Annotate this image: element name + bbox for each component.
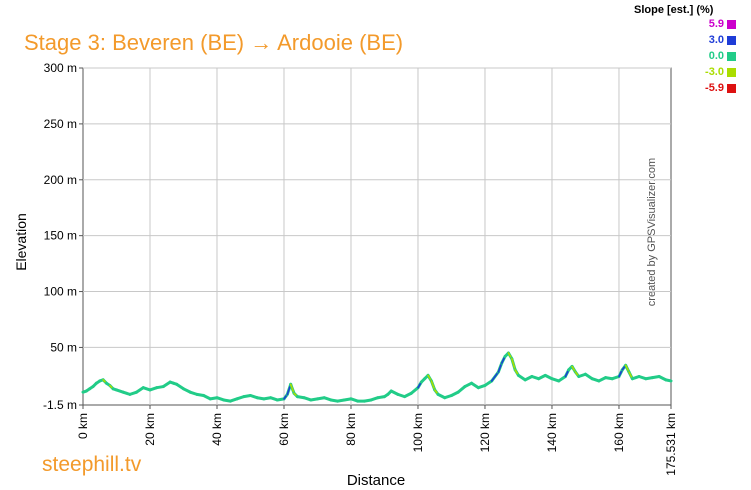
x-tick-label: 120 km [478,413,492,452]
y-tick-label: 250 m [44,117,77,131]
legend-swatch [727,52,736,61]
profile-segment [510,357,516,371]
legend-item-label: 3.0 [708,34,724,46]
x-tick-label: 20 km [143,413,157,446]
profile-segment [497,362,503,373]
profile-segment [289,383,295,395]
legend-item-label: -5.9 [705,82,724,94]
y-tick-label: 100 m [44,285,77,299]
y-tick-label: 50 m [50,340,77,354]
elevation-profile [81,351,673,403]
x-tick-label: 40 km [210,413,224,446]
x-tick-label: 0 km [76,413,90,439]
x-tick-label: 80 km [344,413,358,446]
x-tick-label: 100 km [411,413,425,452]
legend-swatch [727,68,736,77]
y-axis-label: Elevation [13,213,29,271]
x-tick-label: 160 km [612,413,626,452]
site-watermark: steephill.tv [42,453,142,476]
chart-title: Stage 3: Beveren (BE) → Ardooie (BE) [24,30,404,55]
y-tick-label: 300 m [44,61,77,75]
legend-item: -5.9 [696,82,736,95]
y-tick-label: -1.5 m [43,398,77,412]
axes: -1.5 m 50 m 100 m 150 m 200 m 250 m 300 m 0 km 2… [43,61,678,476]
profile-segment [430,380,436,391]
legend-swatch [727,20,736,29]
y-tick-label: 200 m [44,173,77,187]
y-tick-label: 150 m [44,229,77,243]
x-tick-label: 175.531 km [664,413,678,476]
legend-item-label: -3.0 [705,66,724,78]
legend-title: Slope [est.] (%) [634,4,714,16]
legend-item-label: 0.0 [708,50,724,62]
legend-item: 5.9 [696,18,736,31]
legend-item-label: 5.9 [708,18,724,30]
x-tick-label: 140 km [545,413,559,452]
plot-border [82,67,672,406]
grid [82,67,672,406]
legend-swatch [727,36,736,45]
profile-segment [490,371,500,382]
x-tick-label: 60 km [277,413,291,446]
legend-swatch [727,84,736,93]
legend-item: 3.0 [696,34,736,47]
x-axis-label: Distance [347,472,405,489]
legend-item: -3.0 [696,66,736,79]
legend-item: 0.0 [696,50,736,63]
profile-segment [665,379,672,382]
